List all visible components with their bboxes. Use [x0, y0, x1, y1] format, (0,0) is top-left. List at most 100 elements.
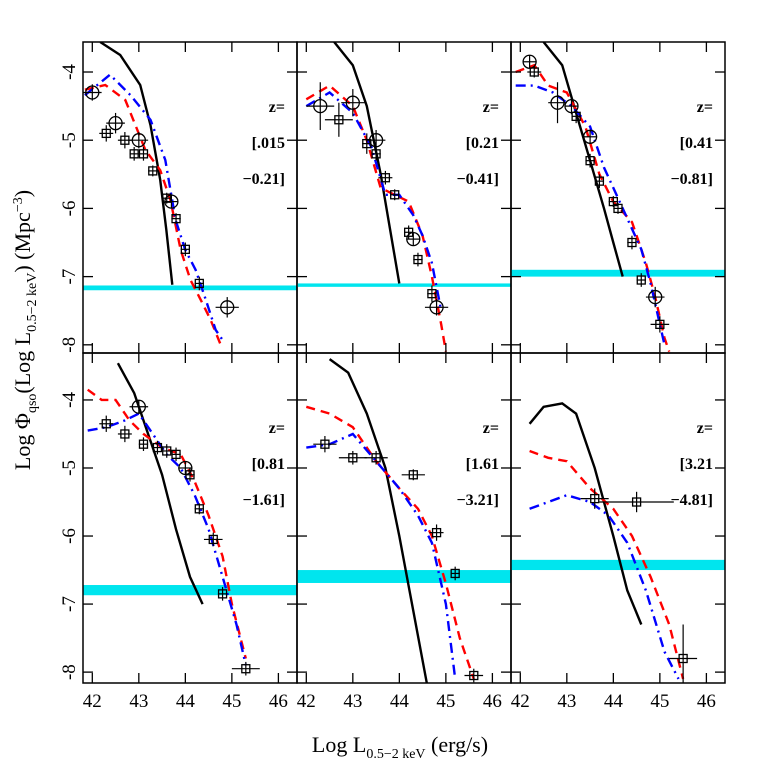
data-point	[194, 504, 204, 514]
model-curve	[529, 449, 685, 680]
data-point	[185, 470, 195, 480]
model-curve	[84, 73, 224, 341]
data-point	[655, 319, 665, 330]
data-point	[371, 149, 381, 159]
data-point	[571, 111, 581, 121]
data-point	[608, 196, 618, 207]
data-point	[131, 133, 146, 148]
x-tick-label: 46	[483, 691, 502, 712]
data-point	[171, 213, 181, 224]
x-tick-label: 46	[269, 691, 288, 712]
data-point	[208, 534, 218, 545]
data-point	[241, 664, 251, 674]
data-point	[427, 289, 437, 299]
redshift-label: z=	[697, 99, 713, 116]
y-tick-label: -7	[59, 596, 80, 612]
data-point	[371, 453, 381, 463]
redshift-label: z=	[483, 420, 499, 437]
limit-band	[511, 559, 725, 571]
y-label-part: ) (Mpc	[10, 212, 35, 273]
model-curve	[306, 432, 457, 680]
x-tick-label: 46	[697, 691, 716, 712]
data-point	[129, 149, 139, 159]
data-point	[120, 135, 130, 145]
data-point	[582, 129, 598, 144]
data-point	[101, 419, 111, 429]
panel-frame	[82, 352, 298, 684]
model-curve	[333, 42, 401, 284]
data-point	[550, 95, 565, 110]
panel-frame	[510, 352, 726, 684]
data-point	[138, 439, 149, 449]
y-label-part: )	[10, 190, 35, 197]
model-curve	[528, 402, 643, 625]
data-point	[138, 149, 149, 159]
redshift-label: [3.21	[680, 456, 713, 473]
model-curve	[99, 42, 174, 285]
data-point	[217, 589, 228, 599]
data-point	[162, 446, 172, 456]
x-label-sub: 0.5−2 keV	[366, 747, 425, 762]
data-point	[413, 254, 423, 265]
redshift-label: [0.41	[680, 135, 713, 152]
plot-area	[83, 42, 297, 346]
x-axis-label: Log L0.5−2 keV (erg/s)	[312, 732, 488, 762]
y-axis-label: Log Φqso(Log L0.5−2 keV) (Mpc−3)	[10, 190, 40, 470]
plot-area	[297, 358, 511, 683]
panel: 42 43 44 45 46 z= [1.61 −3.21]	[296, 352, 512, 712]
x-tick-label: 43	[129, 691, 148, 712]
y-tick-label: -8	[59, 337, 80, 353]
model-curve	[305, 91, 443, 311]
y-tick-label: -6	[59, 528, 80, 544]
data-point	[101, 128, 111, 139]
data-point	[362, 138, 372, 149]
data-point	[431, 527, 442, 538]
x-tick-label: 44	[176, 691, 196, 712]
x-tick-label: 42	[83, 691, 102, 712]
data-point	[148, 166, 158, 176]
y-tick-label: -4	[59, 64, 80, 80]
data-point	[131, 399, 146, 414]
limit-band	[297, 283, 511, 287]
redshift-label: −0.21]	[243, 171, 285, 188]
data-point	[636, 275, 646, 285]
y-tick-label: -8	[59, 664, 80, 680]
model-curve	[305, 84, 448, 352]
data-point	[631, 497, 642, 507]
plot-area	[297, 42, 511, 352]
data-point	[522, 54, 537, 69]
x-tick-label: 45	[222, 691, 241, 712]
data-point	[594, 176, 605, 186]
limit-band	[83, 585, 297, 596]
data-point	[613, 203, 623, 214]
data-point	[120, 429, 130, 439]
data-point	[171, 449, 181, 460]
y-label-part: (Log L	[10, 332, 35, 394]
model-curve	[515, 84, 666, 346]
y-tick-label: -5	[59, 132, 80, 148]
x-tick-label: 42	[297, 691, 316, 712]
panel-frame	[296, 41, 512, 354]
redshift-label: [0.21	[466, 135, 499, 152]
y-tick-label: -7	[59, 269, 80, 285]
panel-frame	[82, 41, 298, 354]
redshift-label: −3.21]	[457, 492, 499, 509]
model-curve	[305, 405, 475, 680]
y-label-sub: 0.5−2 keV	[25, 273, 40, 332]
data-point	[152, 442, 163, 453]
panel: 42 43 44 45 46 z= [3.21 −4.81]	[510, 352, 726, 712]
data-point	[108, 116, 123, 131]
panel: 42 43 44 45 46 -4 -5 -6 -7 -8 z= [0.81 −1.61]	[59, 352, 298, 712]
data-point	[404, 227, 414, 237]
redshift-label: [0.81	[252, 456, 285, 473]
data-point	[85, 85, 100, 100]
x-label-part: (erg/s)	[426, 732, 489, 757]
model-curve	[87, 412, 247, 666]
model-curve	[529, 493, 680, 680]
redshift-label: z=	[269, 99, 285, 116]
model-curve	[515, 63, 671, 352]
y-label-sub: qso	[25, 394, 40, 413]
model-curve	[328, 358, 429, 683]
data-point	[590, 493, 600, 504]
